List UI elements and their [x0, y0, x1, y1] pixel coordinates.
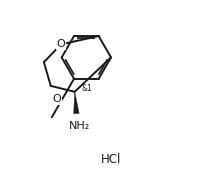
Text: NH₂: NH₂ [69, 121, 90, 131]
Text: &1: &1 [82, 84, 92, 93]
Text: O: O [57, 39, 65, 49]
Text: HCl: HCl [101, 153, 121, 166]
Polygon shape [74, 92, 79, 114]
Text: O: O [52, 94, 61, 104]
